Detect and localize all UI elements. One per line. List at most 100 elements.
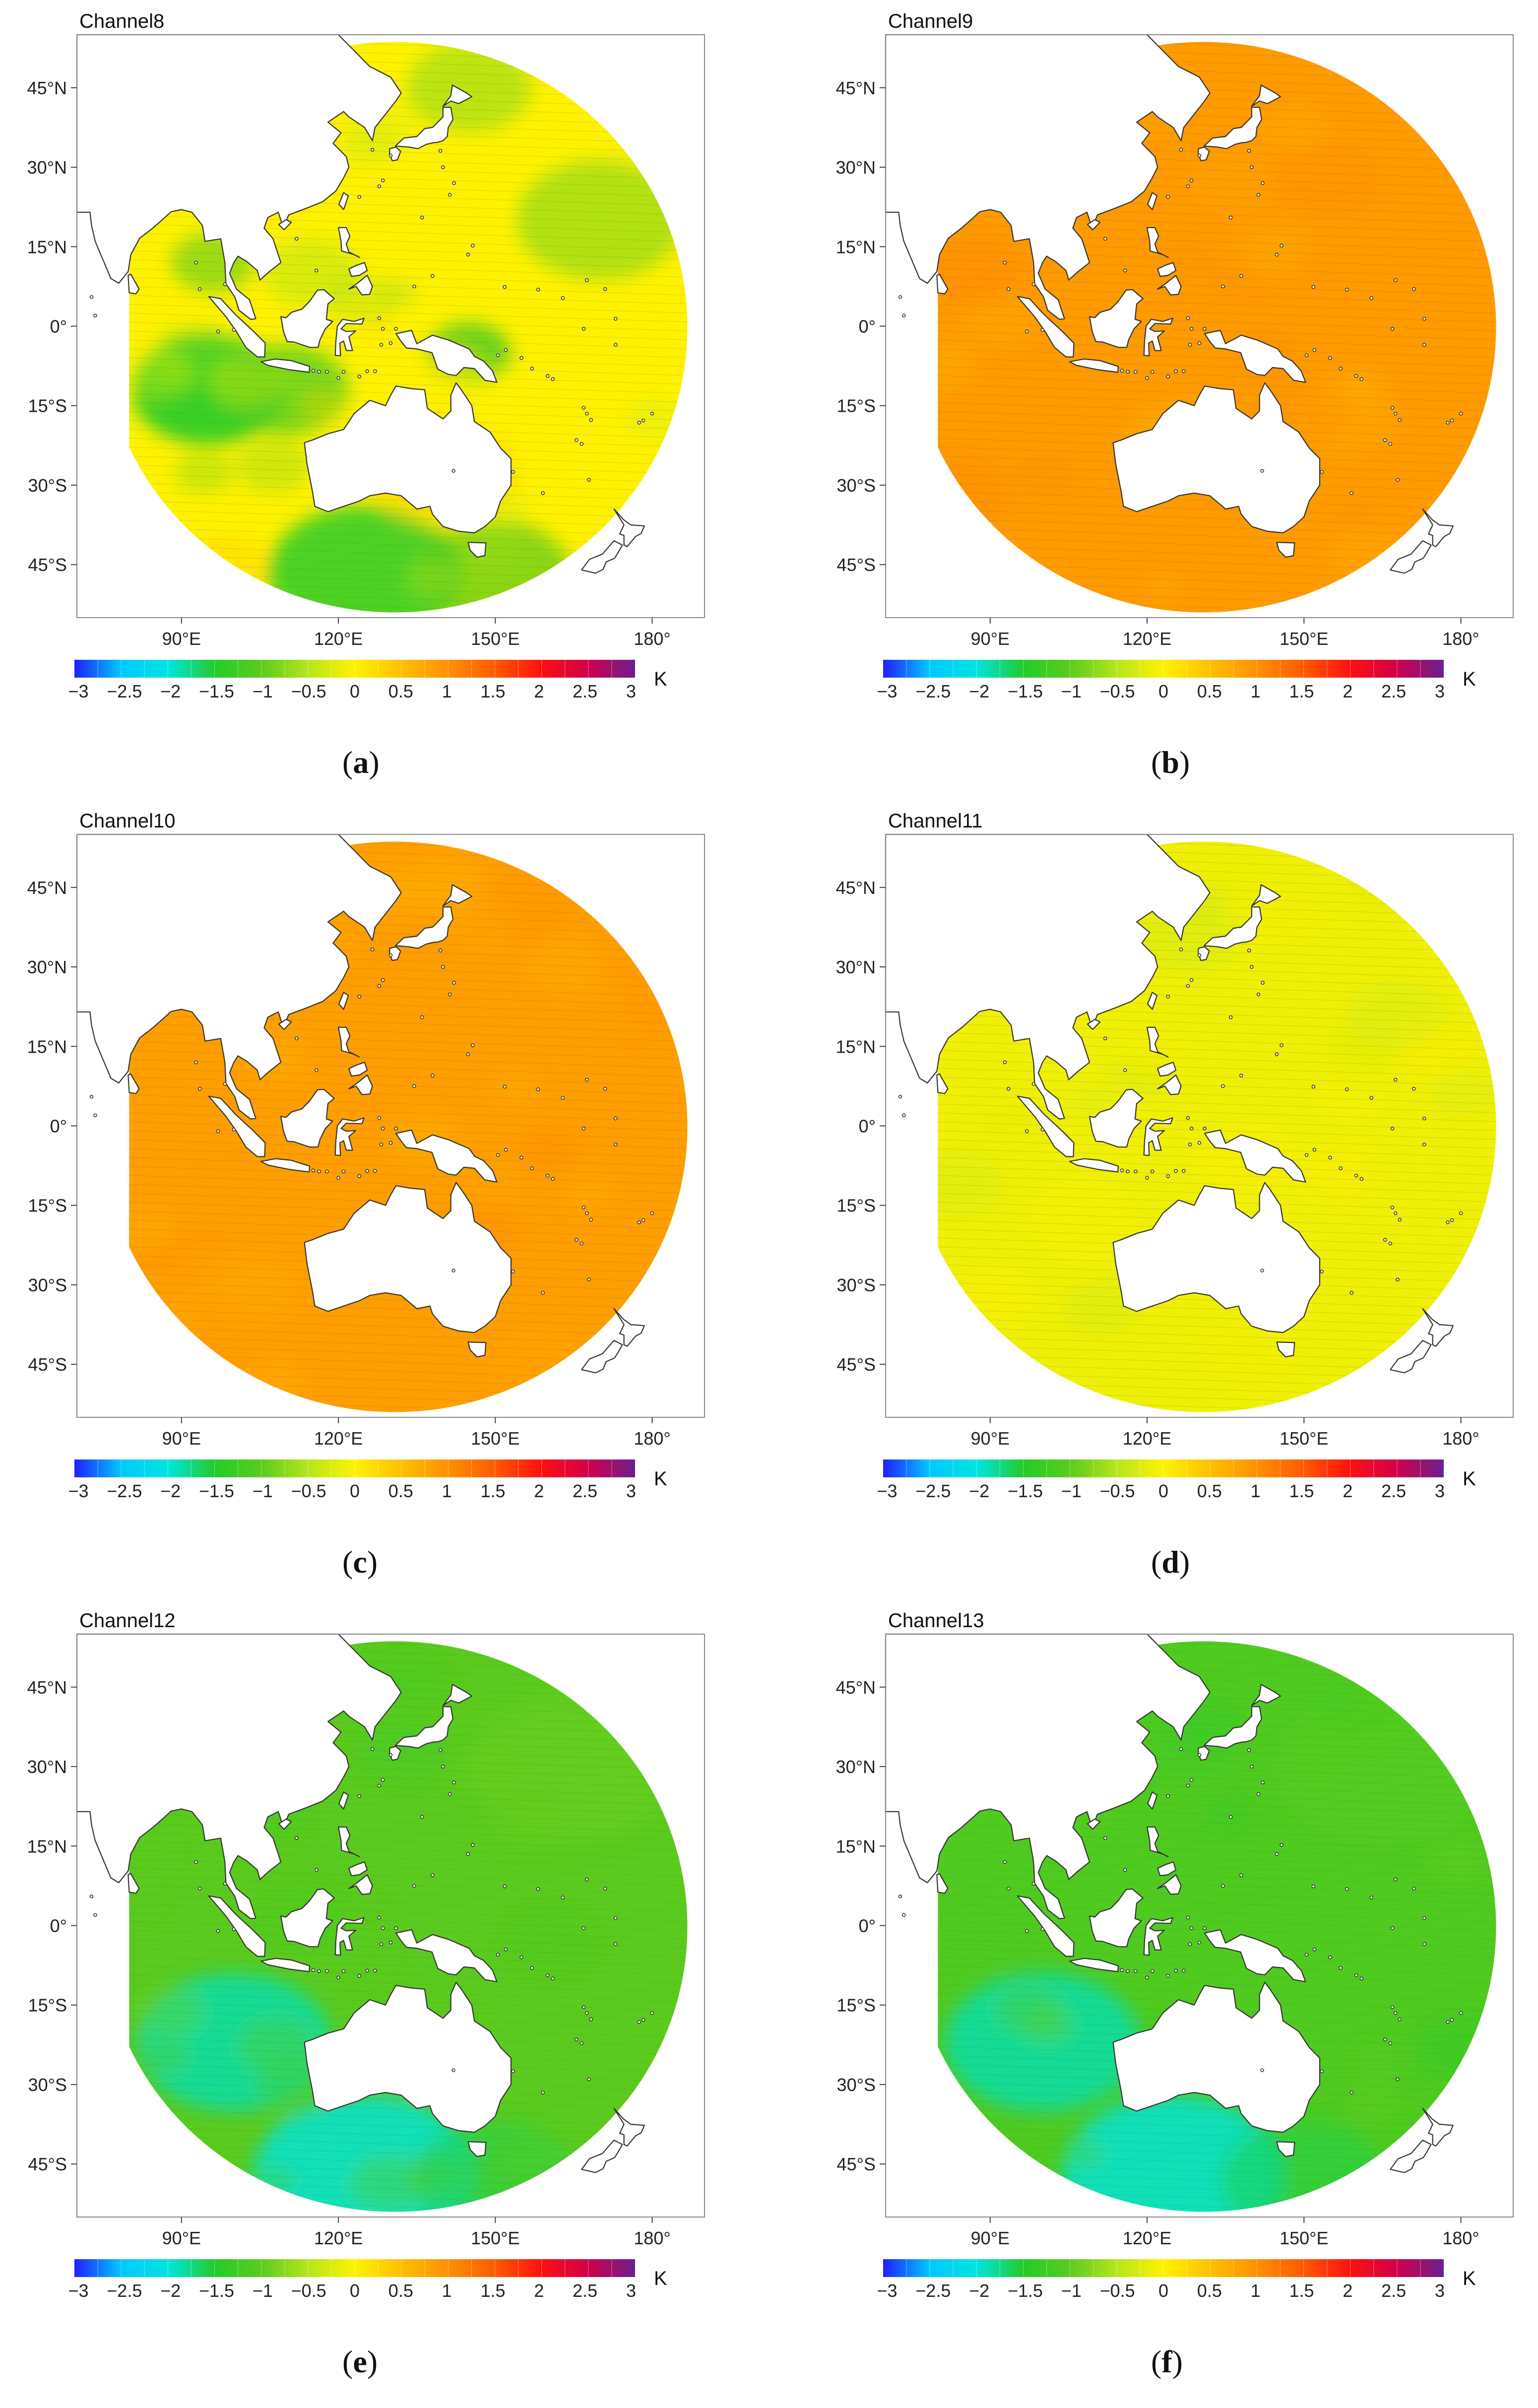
land-sumatra — [1017, 296, 1075, 358]
island — [1188, 1142, 1192, 1146]
island — [1189, 1777, 1194, 1782]
island — [585, 1211, 589, 1215]
island — [357, 1974, 362, 1978]
lat-tick-label: 15°N — [27, 1036, 67, 1057]
map-area — [885, 34, 1514, 618]
lat-tick-label: 45°S — [837, 2154, 876, 2174]
small-islands — [898, 947, 1463, 1295]
island — [1189, 178, 1194, 183]
lat-tick-label: 45°N — [836, 1677, 876, 1698]
island — [448, 192, 452, 197]
lat-tick-label: 30°N — [27, 157, 67, 178]
lat-tick-label: 15°N — [27, 237, 67, 257]
island — [1450, 1218, 1454, 1222]
lat-tick-label: 45°S — [28, 2154, 67, 2174]
colorbar-tick-label: 0 — [1158, 1481, 1168, 1501]
island — [496, 1153, 500, 1157]
colorbar-tick-label: 2 — [1343, 681, 1352, 701]
land-japan-kyushu — [389, 946, 401, 961]
island — [1388, 442, 1393, 446]
island — [431, 274, 435, 278]
colorbar-tick-label: 1 — [442, 1481, 452, 1501]
colorbar-tick-label: −2 — [969, 681, 989, 701]
colorbar-tick-label: −2 — [969, 2281, 989, 2301]
island — [579, 2041, 584, 2045]
island — [377, 184, 382, 189]
island — [388, 1940, 393, 1945]
island — [412, 1084, 416, 1088]
island — [1388, 1241, 1393, 1246]
land-tasmania — [467, 542, 487, 558]
lat-tick-label: 0° — [50, 1116, 67, 1137]
land-sumatra — [208, 296, 266, 358]
colorbar: −3 −2.5 −2 −1.5 −1 −0.5 0 0.5 1 1.5 2 2.5 3 — [877, 2259, 1445, 2301]
island — [1103, 1836, 1107, 1840]
island — [388, 953, 393, 957]
land-australia — [304, 1981, 512, 2133]
island — [1275, 1052, 1279, 1057]
land-luzon — [338, 1826, 360, 1857]
lon-tick-label: 90°E — [162, 1428, 201, 1449]
colorbar-tick-label: 1 — [1251, 1481, 1261, 1501]
island — [452, 1780, 456, 1784]
land-luzon — [338, 227, 360, 258]
land-nz-north — [1422, 2107, 1454, 2147]
land-australia — [1112, 1981, 1321, 2133]
colorbar-unit: K — [1463, 2268, 1476, 2289]
island — [637, 421, 641, 425]
island — [394, 1127, 398, 1131]
land-borneo — [280, 1888, 335, 1948]
lon-tick-label: 150°E — [471, 2228, 519, 2248]
island — [438, 949, 443, 952]
lat-tick-label: 45°N — [27, 1677, 67, 1698]
colorbar-tick-label: 0.5 — [1197, 1481, 1222, 1501]
island — [613, 1142, 618, 1146]
panel-caption: (e) — [342, 2344, 378, 2379]
colorbar-tick-label: 1.5 — [1289, 2281, 1314, 2301]
island — [1166, 1794, 1170, 1798]
island — [1189, 978, 1194, 982]
island — [613, 1916, 618, 1920]
island — [1239, 1873, 1243, 1877]
longitude-axis: 90°E 120°E 150°E 180° — [971, 1417, 1479, 1449]
land-sulawesi — [1143, 317, 1173, 357]
island — [530, 1166, 534, 1170]
colorbar-tick-label: −2 — [160, 681, 181, 701]
land-new-guinea — [395, 1129, 498, 1183]
lat-tick-label: 15°N — [836, 1836, 876, 1856]
longitude-axis: 90°E 120°E 150°E 180° — [971, 618, 1479, 649]
land-hainan — [278, 1018, 292, 1030]
island — [311, 1968, 316, 1972]
island — [232, 1128, 236, 1132]
land-taiwan — [338, 992, 349, 1010]
land-mindanao — [1157, 1074, 1182, 1095]
land-japan-hokkaido — [442, 884, 472, 907]
panel-a: Channel8 45°N 30°N 15°N 0° 15°S 30°S 45°S 90°E… — [27, 10, 705, 780]
island — [1450, 2018, 1454, 2022]
island — [587, 2077, 591, 2082]
colorbar-tick-label: 2 — [534, 1481, 544, 1501]
longitude-axis: 90°E 120°E 150°E 180° — [162, 1417, 671, 1449]
island — [1280, 1843, 1283, 1847]
land-sri-lanka — [128, 273, 140, 295]
land-java — [1069, 1958, 1119, 1972]
colorbar: −3 −2.5 −2 −1.5 −1 −0.5 0 0.5 1 1.5 2 2.5 3 — [877, 660, 1445, 701]
island — [545, 1174, 550, 1178]
land-masses — [76, 1633, 645, 2173]
island — [902, 1913, 906, 1917]
island — [448, 1792, 452, 1796]
island — [1134, 1969, 1138, 1973]
lon-tick-label: 150°E — [1280, 629, 1328, 649]
island — [1040, 1128, 1045, 1132]
lat-tick-label: 45°S — [28, 555, 67, 575]
island — [1398, 2017, 1402, 2022]
lon-tick-label: 90°E — [971, 629, 1010, 649]
island — [650, 411, 654, 416]
land-nz-south — [581, 1340, 623, 1374]
land-sulawesi — [334, 1917, 365, 1956]
island — [530, 367, 534, 371]
island — [452, 981, 456, 985]
land-luzon — [338, 1026, 360, 1058]
land-new-guinea — [1204, 1929, 1306, 1982]
land-nz-north — [613, 508, 645, 547]
